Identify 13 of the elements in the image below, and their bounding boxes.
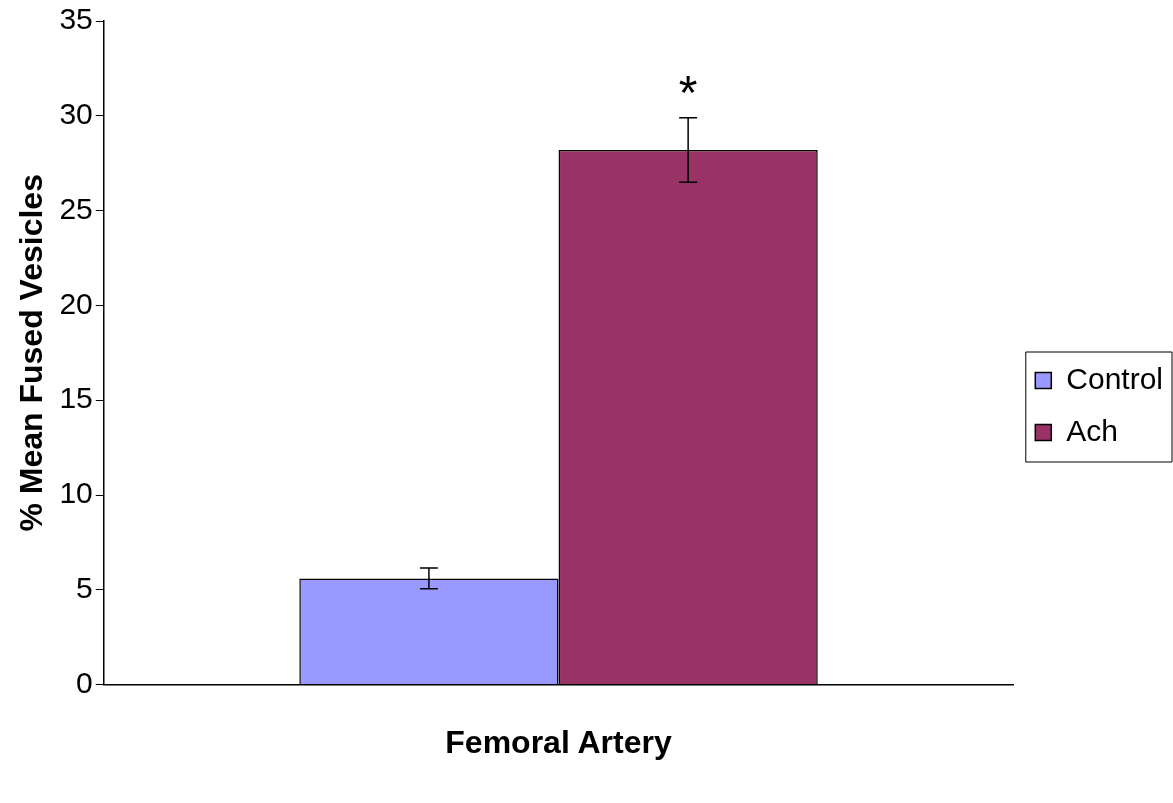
y-tick-label: 25 [59,191,93,225]
y-tick-label: 10 [59,476,93,510]
legend-label: Control [1066,361,1164,395]
legend-label: Ach [1066,413,1118,447]
y-tick-label: 35 [59,2,93,36]
y-tick-label: 15 [59,381,93,415]
annotation: * [678,65,698,119]
y-tick-label: 5 [76,571,93,605]
y-tick-label: 30 [59,97,93,131]
x-tick-label: Femoral Artery [445,723,672,760]
y-axis-title: % Mean Fused Vesicles [13,174,50,532]
y-tick-label: 20 [59,286,93,320]
y-tick-label: 0 [76,665,93,699]
